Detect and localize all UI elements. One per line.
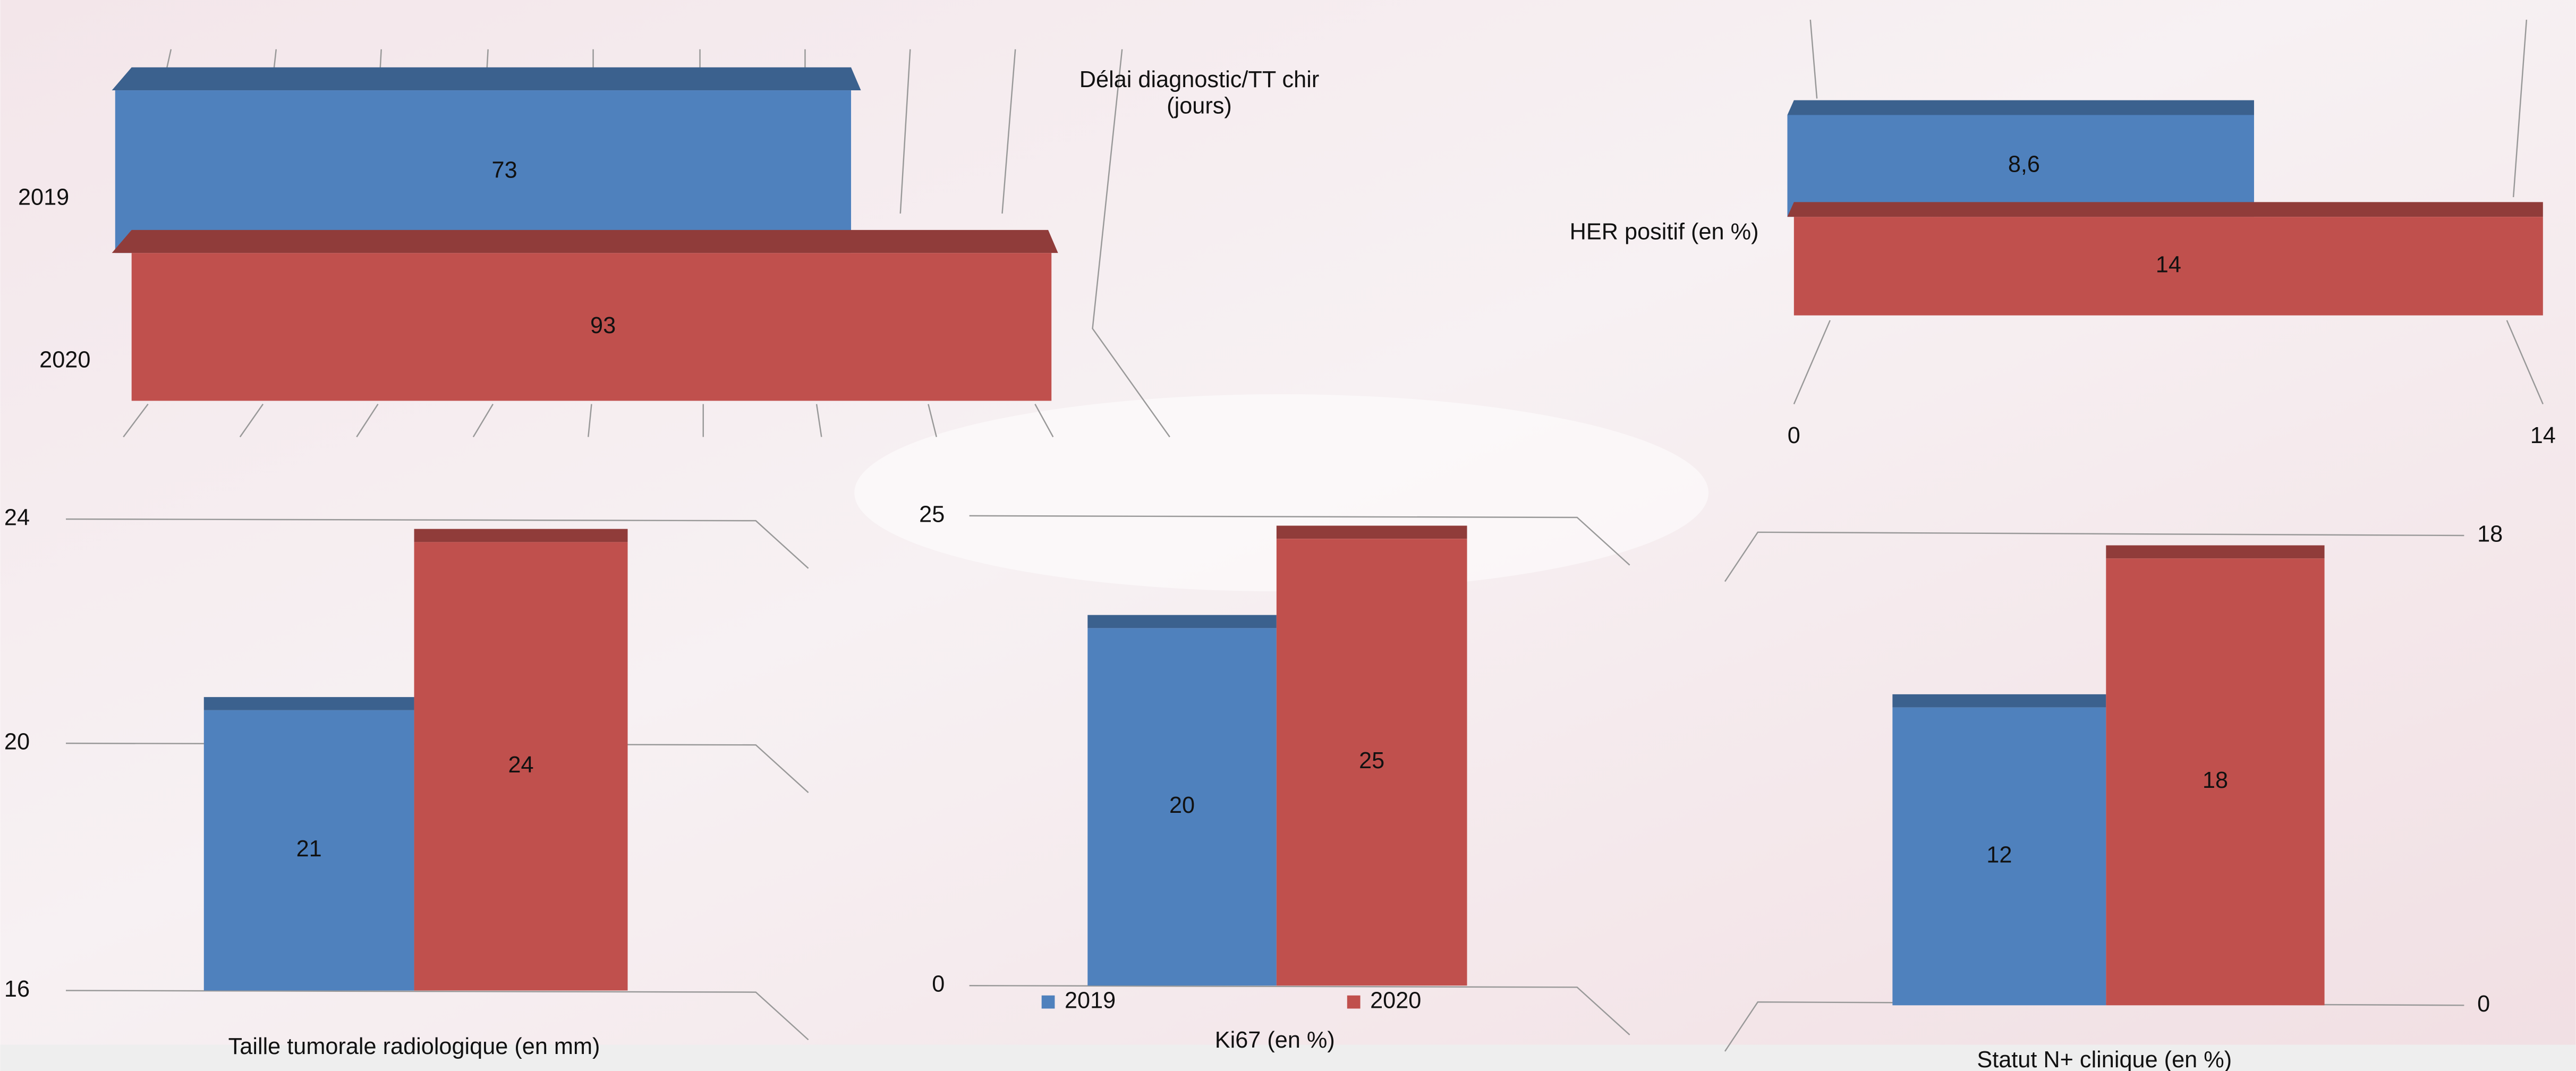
grid-line (1724, 531, 2464, 582)
value-label: 14 (2156, 252, 2181, 277)
bar-top (112, 67, 861, 91)
grid-line (969, 984, 1630, 1035)
bar (1892, 707, 2106, 1006)
bar-top (1787, 202, 2543, 217)
bar (1787, 115, 2254, 217)
chart1-decor (123, 20, 2544, 438)
y-tick-label: 2020 (39, 347, 90, 373)
bar-top (2106, 545, 2325, 559)
bar-top (1276, 525, 1467, 539)
y-tick-label: 25 (919, 502, 945, 527)
x-tick-label: 14 (2530, 423, 2556, 448)
value-label: 21 (296, 836, 322, 862)
chart-title: Statut N+ clinique (en %) (1977, 1047, 2232, 1071)
bar (1276, 539, 1467, 986)
bar (1793, 217, 2543, 316)
background-glow (854, 394, 1709, 592)
bar (115, 90, 852, 253)
value-label: 20 (1169, 793, 1195, 818)
legend-swatch (1347, 995, 1361, 1009)
y-tick-label: 0 (932, 972, 945, 997)
y-tick-label: 16 (4, 976, 30, 1002)
chart-title: Délai diagnostic/TT chir (jours) (1079, 65, 1320, 118)
bar-top (112, 230, 1058, 253)
y-tick-label: 24 (4, 505, 30, 531)
title-box: Délai diagnostic/TT chir (jours) (1079, 65, 1320, 118)
legend-swatch (1041, 995, 1055, 1009)
bar (131, 253, 1052, 401)
x-tick-label: 0 (1788, 423, 1800, 448)
axis-label: HER positif (en %) (1570, 219, 1759, 245)
bar (203, 710, 414, 991)
grid-line (969, 515, 1630, 566)
value-label: 24 (508, 752, 533, 778)
bar-top (203, 697, 414, 710)
bar (414, 542, 628, 991)
value-label: 93 (590, 313, 616, 338)
value-label: 8,6 (2008, 152, 2040, 177)
chart-title: Taille tumorale radiologique (en mm) (228, 1034, 600, 1059)
y-tick-label: 0 (2477, 991, 2490, 1017)
bar-top (1087, 615, 1277, 628)
legend-label: 2019 (1065, 988, 1116, 1014)
y-tick-label: 20 (4, 729, 30, 755)
grid-line (66, 990, 809, 1041)
value-label: 18 (2203, 768, 2228, 793)
bar (2106, 558, 2325, 1006)
bar (1087, 628, 1277, 986)
grid-line (66, 518, 809, 569)
bar-top (1787, 100, 2254, 115)
chart-title: Ki67 (en %) (1215, 1027, 1335, 1053)
value-label: 73 (492, 158, 517, 183)
y-tick-label: 18 (2477, 521, 2503, 547)
footer-band (0, 1044, 2576, 1071)
legend-label: 2020 (1370, 988, 1421, 1014)
value-label: 12 (1986, 842, 2012, 868)
bar-top (414, 529, 628, 542)
bar-top (1892, 694, 2106, 708)
value-label: 25 (1359, 748, 1384, 774)
y-tick-label: 2019 (18, 185, 69, 210)
